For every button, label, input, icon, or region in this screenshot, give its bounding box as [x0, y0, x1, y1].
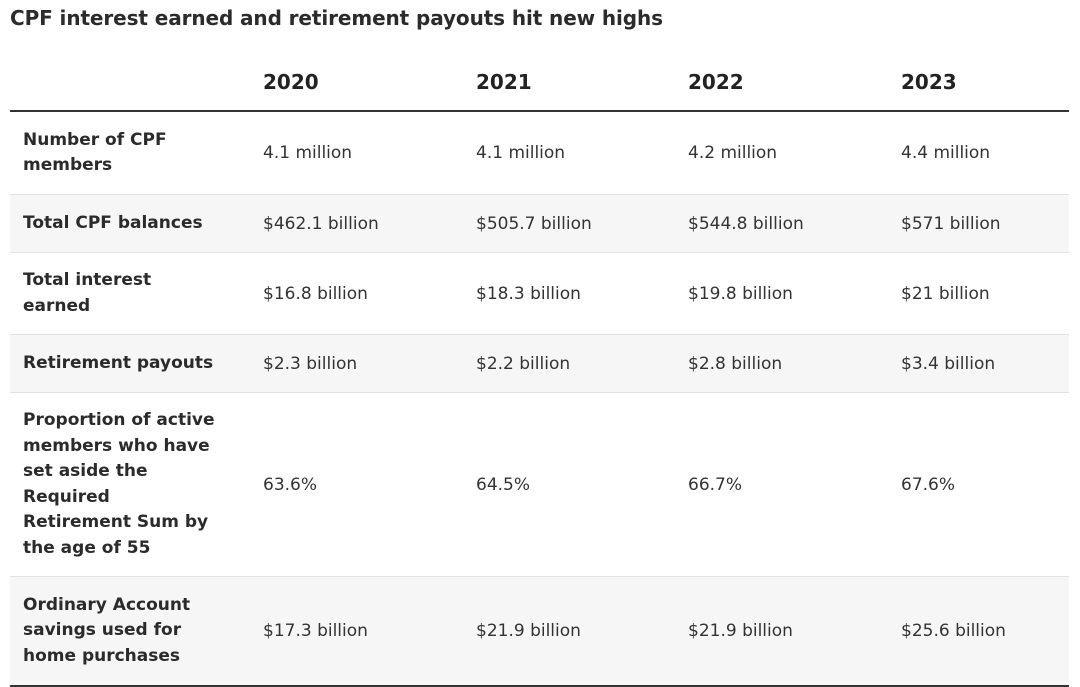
table-cell: $21.9 billion	[476, 621, 581, 641]
table-cell: 4.1 million	[263, 143, 353, 163]
table-cell: $505.7 billion	[476, 213, 592, 234]
row-label: Ordinary Account savings used for home p…	[23, 594, 191, 666]
table-cell: $21 billion	[901, 283, 990, 304]
table-cell: $544.8 billion	[688, 213, 804, 234]
table-cell: $3.4 billion	[901, 353, 996, 374]
column-header-2021: 2021	[476, 70, 532, 94]
table-cell: $19.8 billion	[688, 283, 793, 304]
data-table: 2020 2021 2022 2023 Number of CPF member…	[10, 56, 1069, 687]
table-cell: $16.8 billion	[263, 283, 368, 304]
column-header-2020: 2020	[263, 70, 319, 94]
table-cell: $17.3 billion	[263, 621, 368, 641]
row-label: Total CPF balances	[23, 212, 203, 233]
table-cell: 64.5%	[476, 474, 531, 495]
table-cell: $2.8 billion	[688, 353, 783, 374]
table-header-row: 2020 2021 2022 2023	[10, 56, 1069, 112]
column-header-2023: 2023	[901, 70, 957, 94]
table-cell: $18.3 billion	[476, 283, 581, 304]
table-cell: $571 billion	[901, 213, 1001, 234]
row-label: Total interest earned	[23, 270, 152, 316]
table-row-interest: Total interest earned $16.8 billion $18.…	[10, 253, 1069, 335]
chart-title: CPF interest earned and retirement payou…	[10, 6, 663, 30]
row-label: Number of CPF members	[23, 129, 167, 176]
table-cell: 63.6%	[263, 474, 318, 495]
table-row-payouts: Retirement payouts $2.3 billion $2.2 bil…	[10, 335, 1069, 393]
table-cell: 66.7%	[688, 474, 743, 495]
table-cell: 4.4 million	[901, 143, 991, 163]
table-cell: $2.3 billion	[263, 353, 358, 374]
table-cell: $21.9 billion	[688, 621, 793, 641]
table-row-retirement-sum: Proportion of active members who have se…	[10, 393, 1069, 577]
table-row-members: Number of CPF members 4.1 million 4.1 mi…	[10, 112, 1069, 195]
column-header-2022: 2022	[688, 70, 744, 94]
table-cell: $462.1 billion	[263, 213, 379, 234]
row-label: Proportion of active members who have se…	[23, 410, 215, 558]
table-cell: $2.2 billion	[476, 353, 571, 374]
table-cell: 4.1 million	[476, 143, 566, 163]
table-cell: 4.2 million	[688, 143, 778, 163]
table-cell: $25.6 billion	[901, 621, 1006, 641]
table-row-home-purchases: Ordinary Account savings used for home p…	[10, 577, 1069, 687]
row-label: Retirement payouts	[23, 352, 214, 373]
table-row-balances: Total CPF balances $462.1 billion $505.7…	[10, 195, 1069, 253]
table-cell: 67.6%	[901, 474, 956, 495]
